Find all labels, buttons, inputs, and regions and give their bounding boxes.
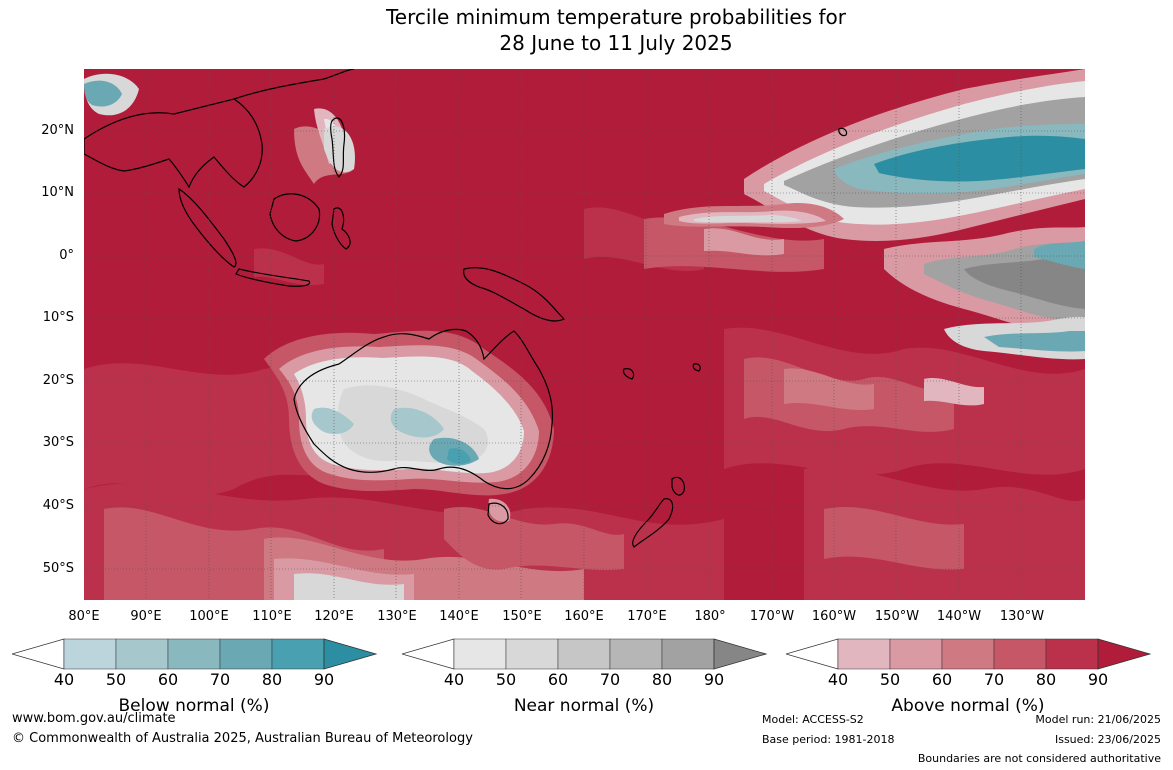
base-period: Base period: 1981-2018 [762,733,895,746]
near-tick-50: 50 [495,670,517,689]
below-tick-80: 80 [261,670,283,689]
swatch-near-50 [505,638,559,670]
below-tick-70: 70 [209,670,231,689]
above-tick-80: 80 [1035,670,1057,689]
swatch-below-70 [219,638,273,670]
graticule [84,69,1085,600]
above-tick-40: 40 [827,670,849,689]
issued-date: Issued: 23/06/2025 [1054,733,1161,746]
lon-label-120e: 120°E [314,609,354,624]
swatch-above-70 [993,638,1047,670]
swatch-near-60 [557,638,611,670]
map-canvas [84,69,1085,600]
swatch-above-40 [837,638,891,670]
lon-label-130w: 130°W [999,609,1045,624]
swatch-above-60 [941,638,995,670]
lat-label-0: 0° [59,248,74,263]
copyright-text: © Commonwealth of Australia 2025, Austra… [12,731,473,746]
lon-label-170w: 170°W [749,609,795,624]
lat-label-20n: 20°N [41,123,74,138]
above-tick-70: 70 [983,670,1005,689]
below-tick-90: 90 [313,670,335,689]
map-title: Tercile minimum temperature probabilitie… [0,4,1173,56]
below-tick-60: 60 [157,670,179,689]
colorbar-below-normal [12,638,378,672]
swatch-above-90 [1097,638,1152,670]
australia-anomaly [264,330,554,522]
lon-label-170e: 170°E [627,609,667,624]
model-name: Model: ACCESS-S2 [762,713,864,726]
lat-label-20s: 20°S [42,373,74,388]
above-normal-label: Above normal (%) [891,696,1045,716]
lon-label-140w: 140°W [936,609,982,624]
swatch-below-60 [167,638,221,670]
swatch-below-40 [63,638,117,670]
lon-label-160w: 160°W [811,609,857,624]
lon-label-80e: 80°E [68,609,100,624]
colorbar-above-normal [786,638,1152,672]
below-tick-40: 40 [53,670,75,689]
swatch-above-80 [1045,638,1099,670]
swatch-near-80 [661,638,715,670]
below-normal-label: Below normal (%) [118,696,270,716]
north-pacific-anomaly [664,69,1085,360]
lon-label-140e: 140°E [439,609,479,624]
swatch-below-80 [271,638,325,670]
lat-label-40s: 40°S [42,498,74,513]
colorbar-near-normal [402,638,768,672]
swatch-above-50 [889,638,943,670]
swatch-near-90 [713,638,768,670]
near-tick-70: 70 [599,670,621,689]
lat-label-50s: 50°S [42,561,74,576]
boundaries-disclaimer: Boundaries are not considered authoritat… [917,752,1161,765]
lat-label-10n: 10°N [41,185,74,200]
lon-label-160e: 160°E [564,609,604,624]
swatch-below-50 [115,638,169,670]
lat-label-10s: 10°S [42,310,74,325]
lon-label-110e: 110°E [252,609,292,624]
above-tick-50: 50 [879,670,901,689]
model-run-date: Model run: 21/06/2025 [1035,713,1161,726]
lon-label-150e: 150°E [502,609,542,624]
near-tick-80: 80 [651,670,673,689]
lat-label-30s: 30°S [42,435,74,450]
near-tick-40: 40 [443,670,465,689]
near-tick-90: 90 [703,670,725,689]
swatch-near-40 [453,638,507,670]
lon-label-90e: 90°E [130,609,162,624]
swatch-near-70 [609,638,663,670]
title-line-1: Tercile minimum temperature probabilitie… [385,5,847,29]
lon-label-130e: 130°E [377,609,417,624]
title-line-2: 28 June to 11 July 2025 [499,31,733,55]
near-normal-label: Near normal (%) [513,696,655,716]
above-tick-90: 90 [1087,670,1109,689]
above-tick-60: 60 [931,670,953,689]
website-link[interactable]: www.bom.gov.au/climate [12,711,176,726]
probability-map [84,69,1085,600]
below-tick-50: 50 [105,670,127,689]
lon-label-180: 180° [694,609,726,624]
lon-label-150w: 150°W [874,609,920,624]
lon-label-100e: 100°E [189,609,229,624]
near-tick-60: 60 [547,670,569,689]
swatch-below-90 [323,638,378,670]
coastlines [84,69,848,548]
